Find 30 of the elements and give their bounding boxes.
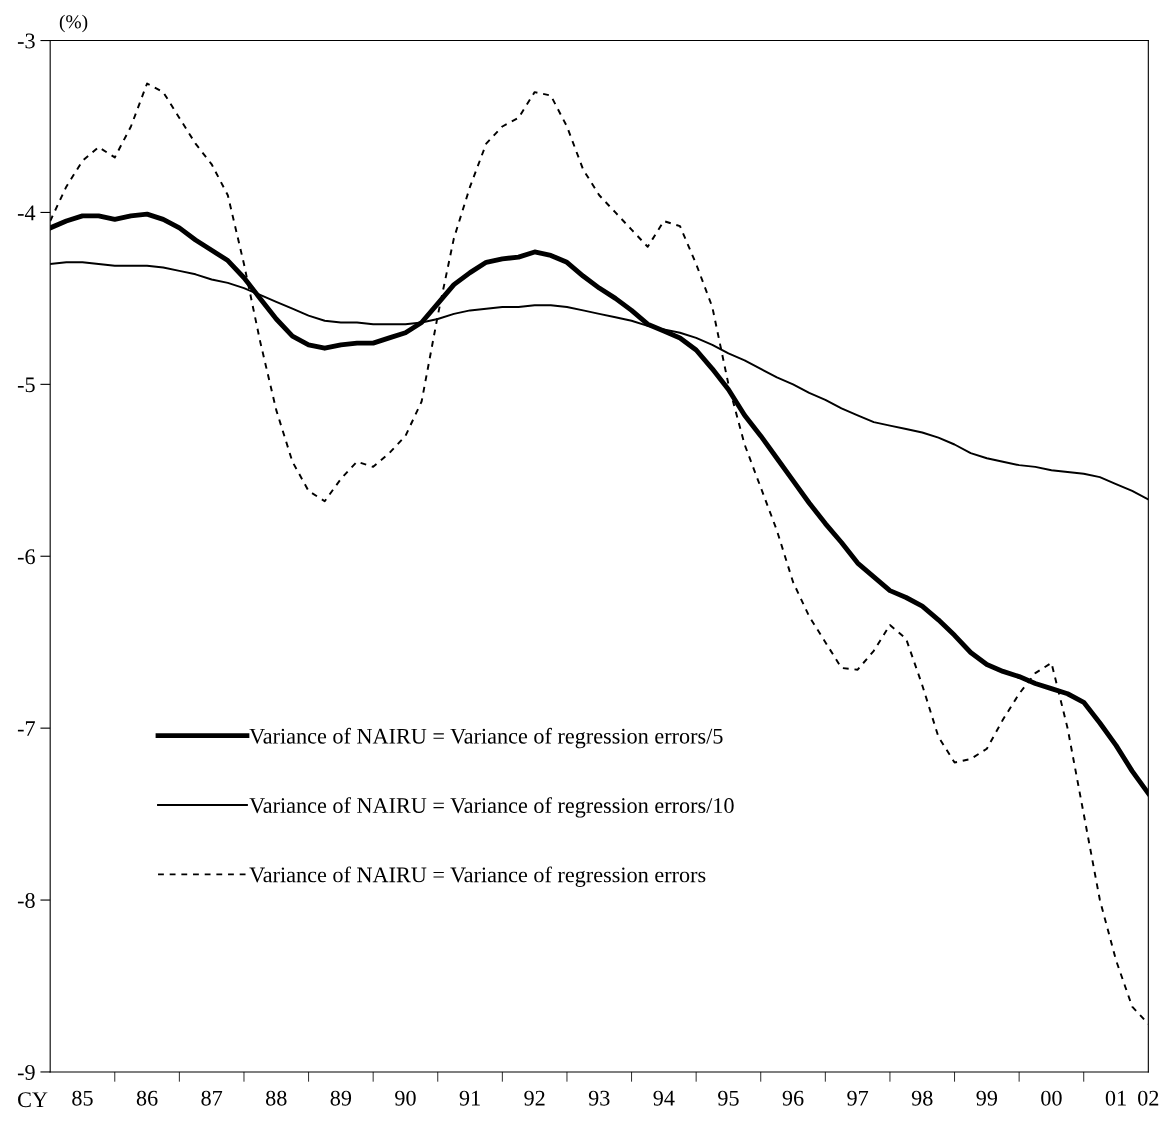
x-tick-label: 90: [395, 1090, 416, 1106]
x-tick-label: 99: [976, 1090, 998, 1106]
x-tick-label: 86: [136, 1090, 158, 1106]
x-tick-label: 95: [718, 1090, 739, 1106]
x-tick-label: 85: [72, 1090, 93, 1106]
y-tick-label: -6: [17, 549, 35, 565]
x-tick-label: 98: [911, 1090, 933, 1106]
y-tick-label: -4: [17, 205, 36, 221]
legend-label: Variance of NAIRU = Variance of regression errors/10: [249, 797, 734, 818]
y-tick-label: -9: [17, 1064, 35, 1080]
y-tick-label: -8: [17, 892, 35, 908]
x-tick-label: 89: [330, 1090, 352, 1106]
x-tick-label: 91: [459, 1090, 480, 1106]
x-tick-label: 93: [588, 1090, 610, 1106]
legend-label: Variance of NAIRU = Variance of regression errors: [249, 866, 706, 887]
x-tick-label: 00: [1041, 1090, 1062, 1106]
x-tick-label: 97: [847, 1090, 869, 1106]
x-tick-label: 92: [524, 1090, 545, 1106]
x-axis-title: CY: [18, 1092, 48, 1108]
x-tick-label: 88: [266, 1090, 287, 1106]
x-tick-label: 94: [653, 1090, 675, 1106]
y-tick-label: -7: [17, 721, 35, 736]
x-tick-label: 02: [1138, 1090, 1159, 1106]
y-tick-label: -3: [17, 33, 35, 49]
x-tick-label: 87: [201, 1090, 223, 1106]
y-axis-title: (%): [59, 14, 88, 33]
legend-label: Variance of NAIRU = Variance of regression errors/5: [249, 727, 723, 749]
x-tick-label: 96: [782, 1090, 804, 1106]
y-tick-label: -5: [17, 377, 35, 393]
x-tick-label: 01: [1105, 1090, 1126, 1106]
